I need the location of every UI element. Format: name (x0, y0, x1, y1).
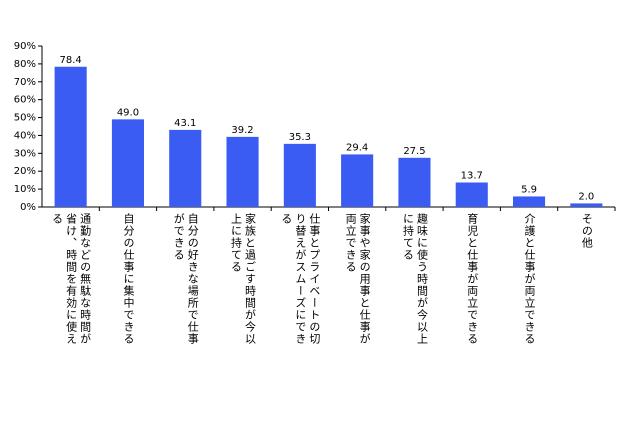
bar (169, 129, 202, 207)
bar (455, 182, 488, 207)
value-label: 35.3 (289, 132, 311, 143)
x-tick-label: 自分の好きな場所で仕事ができる (172, 213, 200, 345)
bar (341, 154, 374, 207)
x-tick-label: 介護と仕事が両立できる (523, 213, 537, 345)
x-tick-label: 自分の仕事に集中できる (121, 213, 135, 345)
value-label: 49.0 (117, 107, 139, 118)
x-tick-label: 育児と仕事が両立できる (465, 213, 479, 345)
y-tick-label: 70% (14, 77, 36, 88)
bar (111, 119, 144, 207)
y-tick-label: 30% (14, 148, 36, 159)
y-tick-label: 90% (14, 41, 36, 52)
value-label: 27.5 (403, 146, 425, 157)
x-tick-label: 家事や家の用事と仕事が両立できる (344, 213, 372, 345)
x-tick-label: 通勤などの無駄な時間が省け、時間を有効に使える (50, 213, 92, 345)
value-label: 13.7 (461, 170, 483, 181)
x-tick-label: 趣味に使う時間が今以上に持てる (401, 213, 429, 345)
bar (54, 66, 87, 207)
y-tick-label: 0% (20, 202, 36, 213)
y-tick-label: 40% (14, 130, 36, 141)
value-label: 43.1 (174, 118, 196, 129)
bar (570, 203, 603, 207)
value-label: 2.0 (578, 191, 594, 202)
value-label: 29.4 (346, 142, 368, 153)
y-tick-label: 20% (14, 166, 36, 177)
x-tick-label: その他 (580, 213, 594, 249)
bar (226, 136, 259, 207)
value-label: 5.9 (521, 184, 537, 195)
y-tick-label: 10% (14, 184, 36, 195)
x-tick-label: 家族と過ごす時間が今以上に持てる (229, 213, 257, 345)
x-tick-label: 仕事とプライベートの切り替えがスムーズにできる (279, 213, 321, 345)
bar (513, 196, 546, 207)
y-tick-label: 60% (14, 95, 36, 106)
bar (398, 157, 431, 207)
value-label: 39.2 (231, 125, 253, 136)
value-label: 78.4 (60, 55, 82, 66)
bar (283, 143, 316, 207)
y-tick-label: 50% (14, 113, 36, 124)
y-tick-label: 80% (14, 59, 36, 70)
